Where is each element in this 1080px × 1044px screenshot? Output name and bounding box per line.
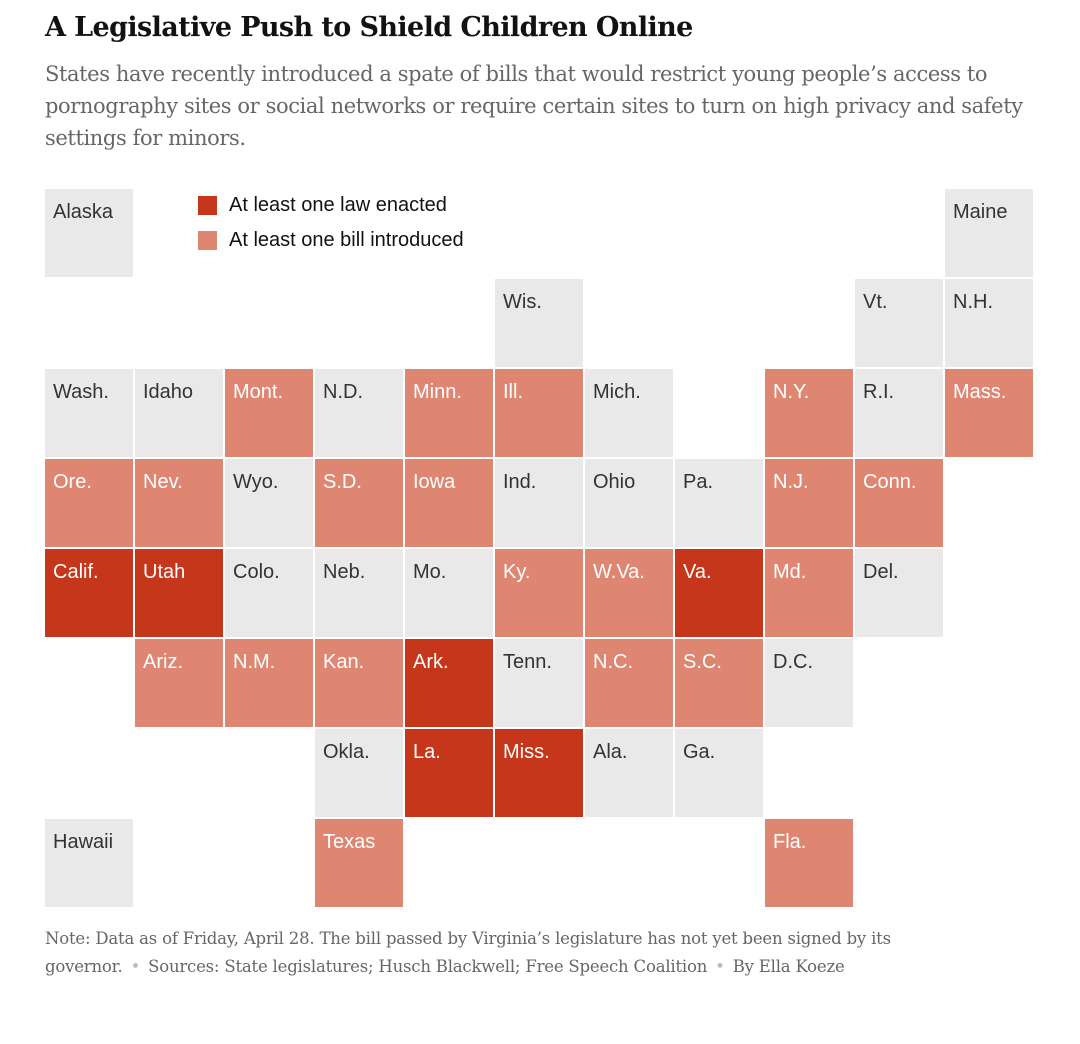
state-tile-n-y: N.Y.	[765, 369, 853, 457]
state-tile-fla: Fla.	[765, 819, 853, 907]
state-tile-texas: Texas	[315, 819, 403, 907]
state-tile-ill: Ill.	[495, 369, 583, 457]
state-tile-ga: Ga.	[675, 729, 763, 817]
legend-label-enacted: At least one law enacted	[229, 194, 447, 216]
state-tile-minn: Minn.	[405, 369, 493, 457]
legend-label-introduced: At least one bill introduced	[229, 229, 464, 251]
state-tile-calif: Calif.	[45, 549, 133, 637]
state-tile-la: La.	[405, 729, 493, 817]
state-tile-ala: Ala.	[585, 729, 673, 817]
state-tile-r-i: R.I.	[855, 369, 943, 457]
state-tile-alaska: Alaska	[45, 189, 133, 277]
separator-dot: •	[130, 957, 141, 976]
state-tile-neb: Neb.	[315, 549, 403, 637]
state-tile-n-j: N.J.	[765, 459, 853, 547]
state-tile-s-c: S.C.	[675, 639, 763, 727]
state-tile-va: Va.	[675, 549, 763, 637]
state-tile-n-h: N.H.	[945, 279, 1033, 367]
sources-text: Sources: State legislatures; Husch Black…	[148, 957, 708, 976]
state-tile-ohio: Ohio	[585, 459, 673, 547]
state-tile-mass: Mass.	[945, 369, 1033, 457]
chart-title: A Legislative Push to Shield Children On…	[45, 12, 693, 43]
state-tile-wis: Wis.	[495, 279, 583, 367]
state-tile-ariz: Ariz.	[135, 639, 223, 727]
state-tile-mont: Mont.	[225, 369, 313, 457]
footnote: Note: Data as of Friday, April 28. The b…	[45, 925, 1035, 981]
state-tile-nev: Nev.	[135, 459, 223, 547]
state-tile-ky: Ky.	[495, 549, 583, 637]
state-tile-colo: Colo.	[225, 549, 313, 637]
state-tile-ark: Ark.	[405, 639, 493, 727]
state-tile-w-va: W.Va.	[585, 549, 673, 637]
chart-subtitle: States have recently introduced a spate …	[45, 62, 1023, 150]
state-tile-idaho: Idaho	[135, 369, 223, 457]
state-tile-hawaii: Hawaii	[45, 819, 133, 907]
state-tile-pa: Pa.	[675, 459, 763, 547]
state-tile-md: Md.	[765, 549, 853, 637]
legend-swatch-introduced	[198, 231, 217, 250]
state-tile-kan: Kan.	[315, 639, 403, 727]
state-tile-maine: Maine	[945, 189, 1033, 277]
state-tile-ind: Ind.	[495, 459, 583, 547]
state-tile-iowa: Iowa	[405, 459, 493, 547]
state-tile-okla: Okla.	[315, 729, 403, 817]
legend-item-enacted: At least one law enacted	[198, 188, 464, 223]
state-tile-wyo: Wyo.	[225, 459, 313, 547]
state-tile-del: Del.	[855, 549, 943, 637]
state-tile-vt: Vt.	[855, 279, 943, 367]
state-tile-n-c: N.C.	[585, 639, 673, 727]
state-tile-s-d: S.D.	[315, 459, 403, 547]
legend: At least one law enacted At least one bi…	[198, 188, 464, 258]
state-tile-d-c: D.C.	[765, 639, 853, 727]
state-tile-mo: Mo.	[405, 549, 493, 637]
state-tile-ore: Ore.	[45, 459, 133, 547]
legend-swatch-enacted	[198, 196, 217, 215]
note-text: Note: Data as of Friday, April 28. The b…	[45, 929, 891, 976]
state-tile-n-d: N.D.	[315, 369, 403, 457]
state-tile-conn: Conn.	[855, 459, 943, 547]
state-tile-utah: Utah	[135, 549, 223, 637]
state-tile-miss: Miss.	[495, 729, 583, 817]
separator-dot: •	[715, 957, 725, 976]
state-tile-mich: Mich.	[585, 369, 673, 457]
legend-item-introduced: At least one bill introduced	[198, 223, 464, 258]
byline-text: By Ella Koeze	[732, 957, 845, 976]
state-tile-wash: Wash.	[45, 369, 133, 457]
state-tile-tenn: Tenn.	[495, 639, 583, 727]
state-tile-n-m: N.M.	[225, 639, 313, 727]
